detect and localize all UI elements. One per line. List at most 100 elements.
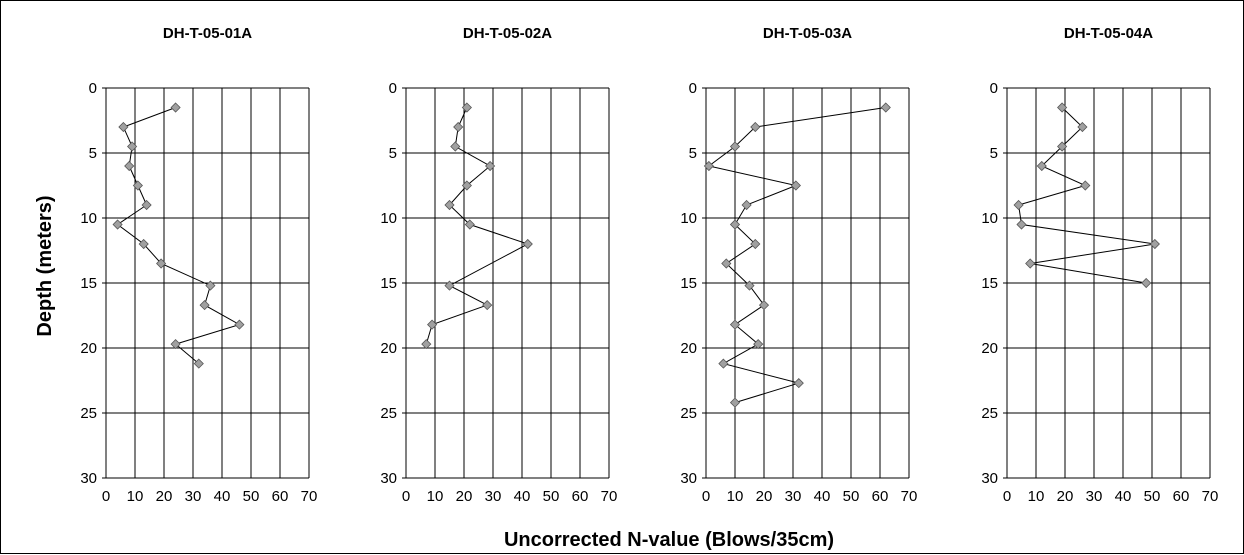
y-tick-label: 20: [981, 340, 998, 357]
data-point: [461, 102, 472, 113]
data-point: [141, 199, 152, 211]
data-point: [729, 397, 741, 408]
x-tick-label: 10: [127, 488, 144, 505]
data-point: [421, 339, 432, 350]
data-point: [444, 199, 455, 211]
data-point: [718, 358, 729, 369]
x-tick-label: 70: [1202, 488, 1219, 505]
y-tick-label: 15: [680, 275, 697, 292]
data-point: [464, 219, 475, 230]
x-tick-label: 50: [1144, 488, 1161, 505]
data-point: [1057, 102, 1068, 113]
data-point: [1013, 199, 1024, 211]
y-tick-label: 5: [689, 145, 697, 162]
y-tick-label: 20: [80, 340, 97, 357]
x-tick-label: 30: [785, 488, 802, 505]
panel-title: DH-T-05-03A: [763, 25, 852, 42]
y-tick-label: 25: [680, 405, 697, 422]
data-point: [170, 102, 181, 113]
x-tick-label: 70: [601, 488, 618, 505]
y-tick-label: 5: [990, 145, 998, 162]
x-tick-label: 20: [156, 488, 173, 505]
data-point: [124, 160, 135, 172]
x-tick-label: 20: [1057, 488, 1074, 505]
data-point: [741, 199, 752, 211]
data-point: [1016, 219, 1027, 230]
y-tick-label: 10: [680, 210, 697, 227]
data-point: [444, 280, 455, 291]
data-point: [1077, 121, 1088, 133]
data-point: [703, 160, 714, 172]
x-tick-label: 0: [1003, 488, 1011, 505]
data-point: [1025, 258, 1036, 269]
data-point: [138, 238, 149, 250]
x-tick-label: 40: [1115, 488, 1132, 505]
x-tick-label: 10: [727, 488, 744, 505]
x-tick-label: 20: [456, 488, 473, 505]
x-tick-label: 0: [702, 488, 710, 505]
data-point: [132, 180, 143, 191]
data-point: [522, 238, 533, 250]
y-tick-label: 15: [380, 275, 397, 292]
series-line: [707, 107, 886, 404]
data-point: [234, 319, 245, 330]
x-tick-label: 30: [485, 488, 502, 505]
y-tick-label: 30: [80, 470, 97, 487]
data-point: [199, 300, 210, 311]
y-tick-label: 0: [389, 80, 397, 97]
y-tick-label: 25: [981, 405, 998, 422]
data-point: [461, 180, 472, 191]
y-tick-label: 25: [80, 405, 97, 422]
x-tick-label: 30: [1086, 488, 1103, 505]
y-tick-label: 20: [380, 340, 397, 357]
data-point: [750, 121, 761, 133]
data-point: [453, 121, 464, 133]
x-tick-label: 60: [872, 488, 889, 505]
chart-panel-1: DH-T-05-01A 0 10 20 30 40 50 60 70 0 5 10 15 20 25 30: [80, 25, 317, 505]
data-point: [450, 141, 461, 152]
data-point: [485, 160, 496, 172]
y-tick-label: 15: [981, 275, 998, 292]
data-point: [482, 300, 493, 311]
data-point: [729, 319, 741, 330]
data-point: [790, 180, 801, 191]
y-tick-label: 5: [89, 145, 97, 162]
x-tick-label: 50: [843, 488, 860, 505]
y-tick-label: 25: [380, 405, 397, 422]
data-point: [1057, 141, 1068, 152]
data-point: [793, 378, 804, 389]
y-tick-label: 30: [380, 470, 397, 487]
x-tick-label: 40: [214, 488, 231, 505]
data-point: [1149, 238, 1160, 250]
data-point: [1141, 277, 1152, 289]
data-point: [427, 319, 438, 330]
y-tick-label: 20: [680, 340, 697, 357]
y-tick-label: 15: [80, 275, 97, 292]
x-tick-label: 40: [814, 488, 831, 505]
data-point: [193, 358, 204, 369]
x-tick-label: 10: [1028, 488, 1045, 505]
data-point: [753, 339, 764, 350]
data-point: [880, 102, 891, 113]
y-tick-label: 10: [981, 210, 998, 227]
x-tick-label: 40: [514, 488, 531, 505]
data-point: [170, 339, 181, 350]
chart-panel-3: DH-T-05-03A 0 10 20 30 40 50 60 70 0 5 10 15 20 25 30: [680, 25, 917, 505]
x-tick-label: 70: [901, 488, 918, 505]
data-point: [1036, 160, 1047, 172]
data-point: [205, 280, 216, 291]
data-point: [758, 300, 770, 311]
x-tick-label: 50: [543, 488, 560, 505]
series-line: [1018, 107, 1155, 284]
y-tick-label: 30: [981, 470, 998, 487]
data-point: [729, 141, 741, 152]
panel-title: DH-T-05-01A: [163, 25, 252, 42]
x-tick-label: 60: [1173, 488, 1190, 505]
y-tick-label: 5: [389, 145, 397, 162]
data-point: [127, 141, 138, 152]
x-tick-label: 70: [301, 488, 318, 505]
chart-panel-2: DH-T-05-02A 0 10 20 30 40 50 60 70 0 5 10 15 20 25 30: [380, 25, 617, 505]
data-point: [156, 258, 167, 269]
